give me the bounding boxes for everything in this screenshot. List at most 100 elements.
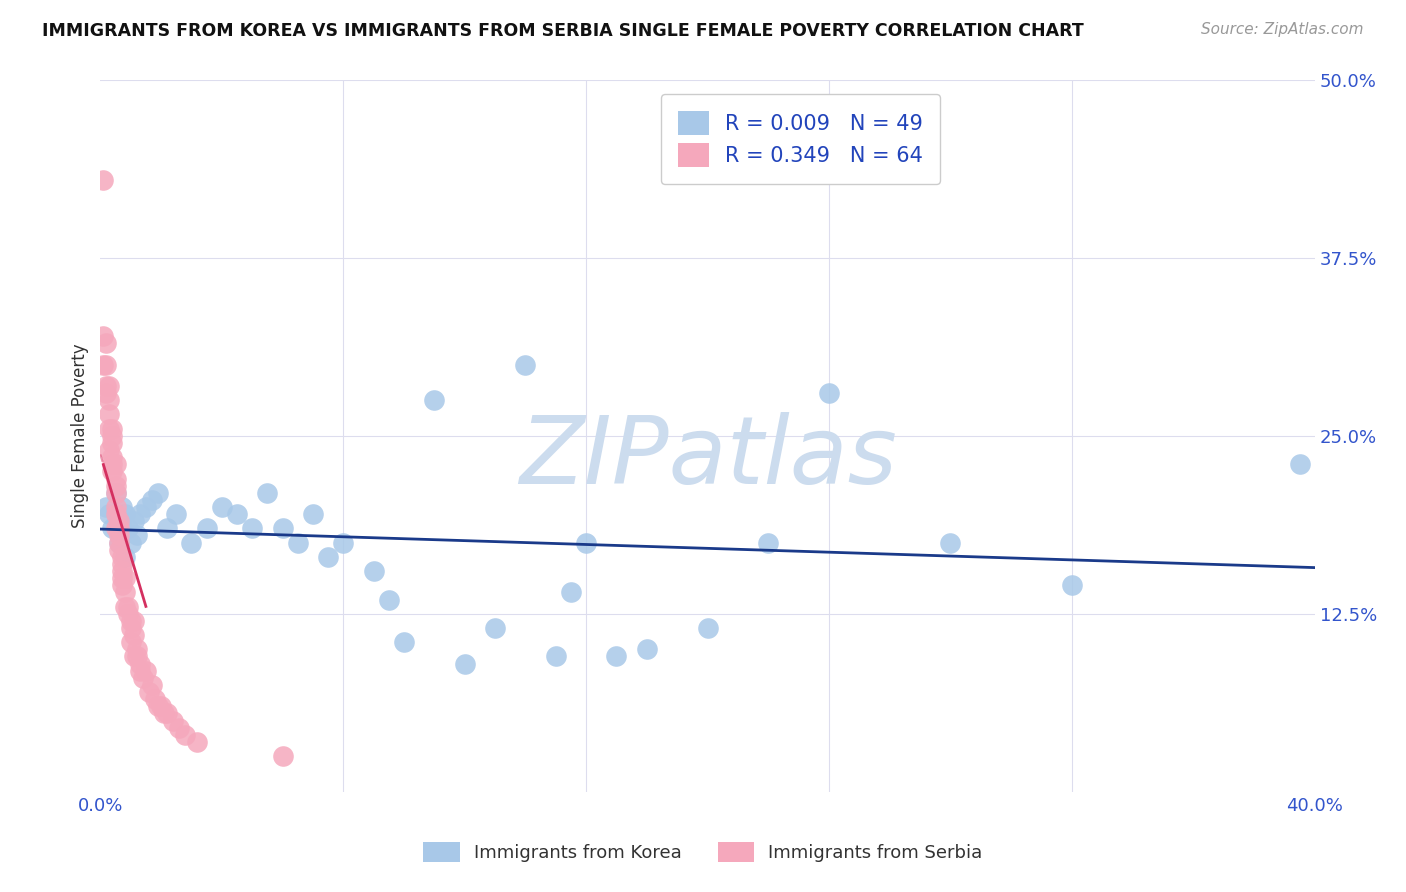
Point: [138, 685, 160, 699]
Point: [141, 492, 163, 507]
Point: [98, 443, 121, 458]
Legend: Immigrants from Korea, Immigrants from Serbia: Immigrants from Korea, Immigrants from S…: [416, 834, 990, 870]
Point: [271, 749, 294, 764]
Point: [104, 478, 127, 492]
Point: [96, 336, 118, 351]
Point: [101, 429, 124, 443]
Text: IMMIGRANTS FROM KOREA VS IMMIGRANTS FROM SERBIA SINGLE FEMALE POVERTY CORRELATIO: IMMIGRANTS FROM KOREA VS IMMIGRANTS FROM…: [42, 22, 1084, 40]
Point: [93, 358, 115, 372]
Point: [104, 500, 127, 514]
Point: [114, 549, 136, 564]
Point: [696, 621, 718, 635]
Point: [122, 649, 145, 664]
Point: [104, 471, 127, 485]
Point: [1288, 458, 1310, 472]
Point: [110, 500, 132, 514]
Point: [125, 649, 148, 664]
Point: [107, 528, 129, 542]
Point: [174, 728, 197, 742]
Point: [287, 535, 309, 549]
Point: [98, 393, 121, 408]
Point: [125, 528, 148, 542]
Point: [120, 621, 142, 635]
Point: [180, 535, 202, 549]
Point: [104, 458, 127, 472]
Point: [186, 735, 208, 749]
Point: [128, 507, 150, 521]
Point: [1060, 578, 1083, 592]
Point: [302, 507, 325, 521]
Point: [98, 379, 121, 393]
Point: [101, 465, 124, 479]
Point: [392, 635, 415, 649]
Point: [146, 485, 169, 500]
Point: [104, 485, 127, 500]
Point: [101, 521, 124, 535]
Point: [143, 692, 166, 706]
Point: [165, 507, 187, 521]
Point: [575, 535, 598, 549]
Point: [114, 585, 136, 599]
Point: [104, 521, 127, 535]
Point: [150, 699, 173, 714]
Point: [146, 699, 169, 714]
Point: [110, 578, 132, 592]
Point: [96, 500, 118, 514]
Point: [544, 649, 567, 664]
Y-axis label: Single Female Poverty: Single Female Poverty: [72, 343, 89, 528]
Point: [110, 564, 132, 578]
Point: [256, 485, 278, 500]
Point: [101, 422, 124, 436]
Point: [107, 542, 129, 557]
Point: [818, 386, 841, 401]
Legend: R = 0.009   N = 49, R = 0.349   N = 64: R = 0.009 N = 49, R = 0.349 N = 64: [661, 94, 941, 184]
Point: [226, 507, 249, 521]
Point: [156, 521, 179, 535]
Point: [132, 671, 155, 685]
Point: [141, 678, 163, 692]
Point: [104, 485, 127, 500]
Point: [114, 571, 136, 585]
Point: [98, 507, 121, 521]
Point: [453, 657, 475, 671]
Point: [120, 635, 142, 649]
Point: [156, 706, 179, 721]
Point: [122, 514, 145, 528]
Point: [363, 564, 385, 578]
Point: [107, 514, 129, 528]
Point: [128, 657, 150, 671]
Point: [104, 507, 127, 521]
Point: [107, 535, 129, 549]
Point: [98, 408, 121, 422]
Point: [195, 521, 218, 535]
Point: [114, 599, 136, 614]
Point: [117, 599, 139, 614]
Point: [484, 621, 506, 635]
Point: [939, 535, 962, 549]
Point: [98, 422, 121, 436]
Point: [96, 386, 118, 401]
Point: [107, 514, 129, 528]
Point: [423, 393, 446, 408]
Point: [756, 535, 779, 549]
Point: [515, 358, 537, 372]
Point: [271, 521, 294, 535]
Point: [114, 507, 136, 521]
Point: [560, 585, 582, 599]
Point: [96, 358, 118, 372]
Point: [117, 521, 139, 535]
Point: [122, 614, 145, 628]
Point: [110, 521, 132, 535]
Point: [101, 436, 124, 450]
Point: [93, 329, 115, 343]
Point: [110, 557, 132, 571]
Point: [120, 535, 142, 549]
Point: [107, 535, 129, 549]
Point: [135, 664, 157, 678]
Text: ZIPatlas: ZIPatlas: [519, 412, 897, 503]
Point: [117, 607, 139, 621]
Point: [162, 714, 184, 728]
Point: [101, 458, 124, 472]
Point: [107, 521, 129, 535]
Point: [122, 628, 145, 642]
